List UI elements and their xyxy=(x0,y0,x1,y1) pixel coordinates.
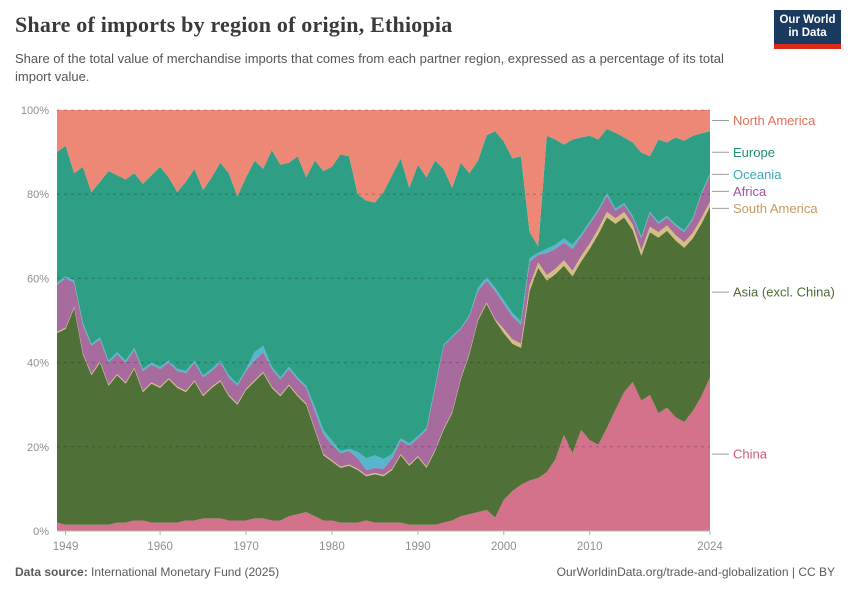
data-source-text: International Monetary Fund (2025) xyxy=(87,565,280,579)
y-axis-label-60: 60% xyxy=(27,273,49,285)
legend-label-china[interactable]: China xyxy=(733,447,768,462)
y-axis-label-100: 100% xyxy=(21,105,49,117)
area-asia-excl-china[interactable] xyxy=(57,206,710,525)
owid-logo-line2: in Data xyxy=(788,27,827,39)
area-north-america[interactable] xyxy=(57,110,710,247)
x-axis-label-2010: 2010 xyxy=(577,541,603,553)
chart-subtitle: Share of the total value of merchandise … xyxy=(15,51,724,84)
legend-label-africa[interactable]: Africa xyxy=(733,184,767,199)
y-axis-label-40: 40% xyxy=(27,358,49,370)
area-china[interactable] xyxy=(57,377,710,531)
legend-label-north-america[interactable]: North America xyxy=(733,113,816,128)
x-axis-label-1960: 1960 xyxy=(147,541,173,553)
owid-logo-line1: Our World xyxy=(779,13,836,26)
y-axis-label-80: 80% xyxy=(27,189,49,201)
area-europe[interactable] xyxy=(57,128,710,459)
data-source: Data source: International Monetary Fund… xyxy=(15,565,279,579)
x-axis-label-1980: 1980 xyxy=(319,541,345,553)
chart-footer: Data source: International Monetary Fund… xyxy=(15,565,835,579)
legend-label-europe[interactable]: Europe xyxy=(733,145,775,160)
credit-link[interactable]: OurWorldinData.org/trade-and-globalizati… xyxy=(556,565,835,579)
data-source-label: Data source: xyxy=(15,565,88,579)
y-axis-label-0: 0% xyxy=(33,526,49,538)
owid-logo[interactable]: Our World in Data xyxy=(774,10,841,49)
legend-label-asia-excl-china[interactable]: Asia (excl. China) xyxy=(733,285,835,300)
y-axis-label-20: 20% xyxy=(27,442,49,454)
legend-label-south-america[interactable]: South America xyxy=(733,201,818,216)
x-axis-label-1990: 1990 xyxy=(405,541,431,553)
chart-title: Share of imports by region of origin, Et… xyxy=(15,12,453,37)
x-axis-label-2000: 2000 xyxy=(491,541,517,553)
x-axis-label-1949: 1949 xyxy=(53,541,79,553)
x-axis-label-2024: 2024 xyxy=(697,541,723,553)
legend-label-oceania[interactable]: Oceania xyxy=(733,167,782,182)
x-axis-label-1970: 1970 xyxy=(233,541,259,553)
